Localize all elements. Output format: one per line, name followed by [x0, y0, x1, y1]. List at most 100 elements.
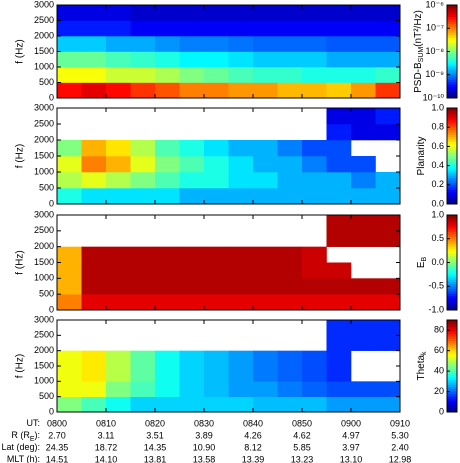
colorbar-swatch	[447, 189, 457, 193]
colorbar-swatch	[447, 274, 457, 278]
colorbar-swatch	[447, 286, 457, 290]
heatmap-cell	[253, 294, 278, 311]
colorbar-label: Thetak	[416, 351, 428, 381]
colorbar-swatch	[447, 77, 457, 80]
heatmap-cell	[351, 82, 376, 99]
heatmap-cell	[130, 51, 156, 68]
colorbar-swatch	[447, 359, 457, 362]
colorbar-label-sub: B	[421, 257, 428, 262]
heatmap-cell	[155, 350, 180, 367]
colorbar-label-sub: SUM	[418, 47, 425, 63]
heatmap-cell	[204, 188, 229, 205]
colorbar-swatch	[447, 389, 457, 392]
colorbar-swatch	[447, 288, 457, 292]
colorbar-swatch	[447, 391, 457, 394]
heatmap-cell	[375, 396, 401, 413]
colorbar-swatch	[447, 49, 457, 52]
heatmap-cell	[253, 67, 278, 83]
heatmap-cell	[326, 278, 352, 295]
colorbar-swatch	[447, 139, 457, 142]
heatmap-cell	[277, 20, 303, 37]
heatmap-cell	[351, 278, 376, 295]
table-cell: 3.89	[195, 430, 213, 440]
colorbar-swatch	[447, 375, 457, 378]
heatmap-cell	[228, 188, 254, 205]
colorbar-swatch	[447, 295, 457, 299]
heatmap-cell	[204, 140, 229, 157]
table-cell: 8.12	[244, 442, 262, 452]
y-tick-label: 1000	[34, 61, 54, 71]
colorbar-swatch	[447, 267, 457, 271]
colorbar-swatch	[447, 226, 457, 230]
heatmap-cell	[155, 188, 180, 205]
colorbar-swatch	[447, 250, 457, 254]
colorbar-swatch	[447, 382, 457, 385]
heatmap-cell	[179, 396, 205, 413]
heatmap-cell	[81, 51, 107, 68]
colorbar-swatch	[447, 264, 457, 268]
heatmap-cell	[106, 172, 131, 189]
row-label-main: UT:	[27, 418, 41, 428]
heatmap-cell	[326, 156, 352, 173]
heatmap-cell	[81, 294, 107, 311]
colorbar-swatch	[447, 115, 457, 118]
heatmap-cell	[326, 215, 352, 232]
table-cell: 18.72	[95, 442, 118, 452]
y-tick-label: 0	[49, 304, 54, 314]
colorbar-swatch	[447, 30, 457, 34]
heatmap-cell	[130, 366, 156, 382]
heatmap-cell	[228, 366, 254, 382]
heatmap-cell	[57, 51, 82, 68]
table-cell: 14.10	[95, 454, 118, 463]
heatmap-cell	[277, 51, 303, 68]
heatmap-cell	[351, 320, 376, 336]
colorbar-tick-label: 10⁻⁶	[426, 0, 445, 9]
heatmap-cell	[106, 36, 131, 52]
colorbar-swatch	[447, 363, 457, 367]
heatmap-cell	[81, 246, 107, 263]
heatmap-cell	[375, 5, 401, 21]
colorbar-swatch	[447, 347, 457, 351]
heatmap-cell	[277, 246, 303, 263]
colorbar-swatch	[447, 322, 457, 325]
colorbar-swatch	[447, 343, 457, 346]
heatmap-cell	[179, 188, 205, 205]
heatmap-cell	[228, 350, 254, 367]
heatmap-cell	[253, 381, 278, 397]
heatmap-cell	[155, 294, 180, 311]
heatmap-cell	[277, 278, 303, 295]
colorbar-swatch	[447, 260, 457, 263]
colorbar-swatch	[447, 305, 457, 309]
heatmap-cell	[277, 140, 303, 157]
heatmap-cell	[106, 262, 131, 279]
heatmap-cell	[81, 67, 107, 83]
colorbar-swatch	[447, 14, 457, 18]
heatmap-cell	[57, 278, 82, 295]
heatmap-cell	[179, 51, 205, 68]
table-cell: 5.30	[391, 430, 409, 440]
heatmap-cell	[106, 366, 131, 382]
heatmap-cell	[326, 366, 352, 382]
heatmap-cell	[375, 108, 401, 125]
colorbar-swatch	[447, 9, 457, 13]
heatmap-cell	[302, 294, 327, 311]
heatmap-cell	[130, 20, 156, 37]
heatmap-cell	[179, 381, 205, 397]
y-tick-label: 3000	[34, 314, 54, 324]
heatmap-cell	[155, 156, 180, 173]
y-tick-label: 3000	[34, 209, 54, 219]
heatmap-cell	[253, 278, 278, 295]
heatmap-cell	[228, 156, 254, 173]
heatmap-cell	[253, 156, 278, 173]
colorbar-swatch	[447, 21, 457, 24]
y-tick-label: 500	[39, 77, 54, 87]
colorbar-swatch	[447, 345, 457, 348]
colorbar-label: EB	[416, 257, 428, 269]
colorbar-swatch	[447, 35, 457, 38]
colorbar-swatch	[447, 187, 457, 190]
heatmap-cell	[130, 188, 156, 205]
colorbar-swatch	[447, 354, 457, 358]
heatmap-cell	[277, 396, 303, 413]
heatmap-cell	[130, 5, 156, 21]
colorbar-swatch	[447, 366, 457, 369]
